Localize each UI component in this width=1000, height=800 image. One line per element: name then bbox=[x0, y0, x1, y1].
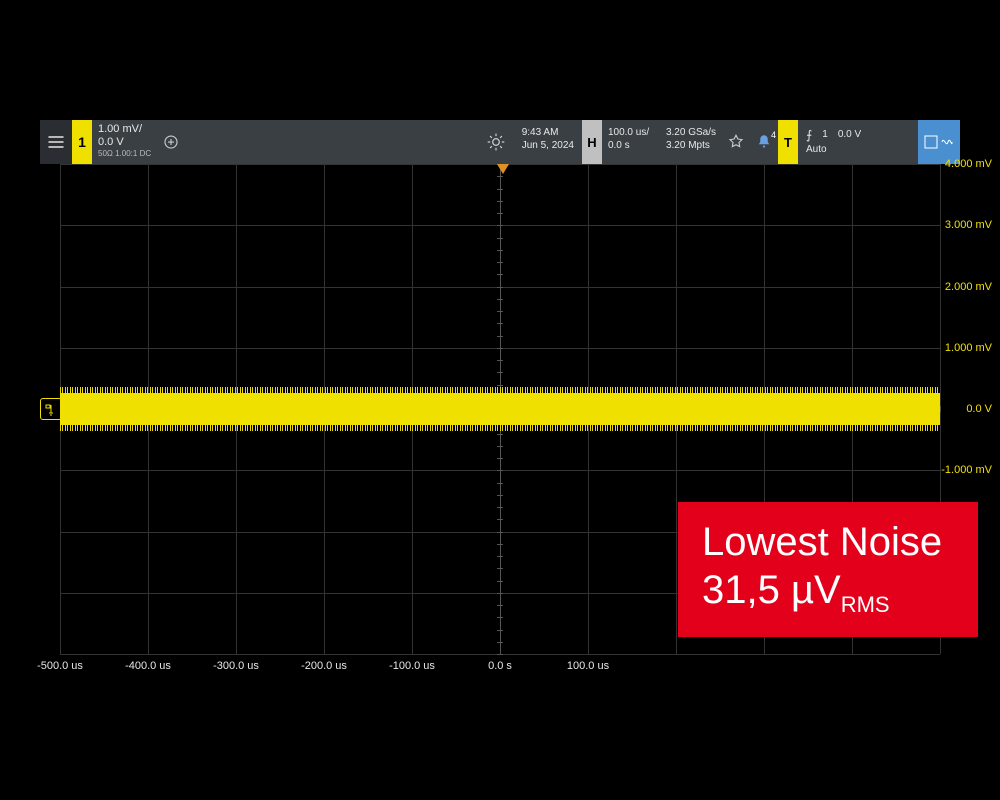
x-axis-label: -100.0 us bbox=[389, 660, 435, 672]
memory-depth: 3.20 Mpts bbox=[666, 139, 716, 152]
channel-1-trace bbox=[60, 393, 940, 425]
channel-1-info[interactable]: 1.00 mV/ 0.0 V 50Ω 1.00:1 DC bbox=[92, 120, 157, 164]
toolbar-spacer bbox=[185, 120, 478, 164]
hamburger-icon bbox=[46, 132, 66, 152]
x-axis-label: -300.0 us bbox=[213, 660, 259, 672]
channel-scale: 1.00 mV/ bbox=[98, 123, 151, 136]
y-axis-label: 1.000 mV bbox=[945, 342, 992, 354]
sample-rate: 3.20 GSa/s bbox=[666, 126, 716, 139]
x-axis-label: -500.0 us bbox=[37, 660, 83, 672]
acquisition-info[interactable]: 3.20 GSa/s 3.20 Mpts bbox=[660, 120, 722, 164]
y-axis-label: 3.000 mV bbox=[945, 219, 992, 231]
x-axis-label: 0.0 s bbox=[488, 660, 512, 672]
noise-callout: Lowest Noise 31,5 µVRMS bbox=[678, 502, 978, 637]
y-axis-label: -1.000 mV bbox=[941, 464, 992, 476]
plus-circle-icon bbox=[162, 133, 180, 151]
trigger-position-marker[interactable] bbox=[497, 164, 509, 174]
channel-1-badge[interactable]: 1 bbox=[72, 120, 92, 164]
horizontal-position: 0.0 s bbox=[608, 139, 654, 152]
top-toolbar: 1 1.00 mV/ 0.0 V 50Ω 1.00:1 DC 9:43 AM J… bbox=[40, 120, 960, 164]
x-axis-label: 100.0 us bbox=[567, 660, 609, 672]
horizontal-badge[interactable]: H bbox=[582, 120, 602, 164]
y-axis-label: 4.000 mV bbox=[945, 158, 992, 170]
callout-line2: 31,5 µVRMS bbox=[702, 568, 954, 617]
x-axis-label: -400.0 us bbox=[125, 660, 171, 672]
trigger-badge[interactable]: T bbox=[778, 120, 798, 164]
star-icon bbox=[727, 133, 745, 151]
callout-line1: Lowest Noise bbox=[702, 520, 954, 564]
brightness-button[interactable] bbox=[478, 120, 514, 164]
clock-display[interactable]: 9:43 AM Jun 5, 2024 bbox=[514, 120, 582, 164]
x-axis-label: -200.0 us bbox=[301, 660, 347, 672]
favorites-button[interactable] bbox=[722, 120, 750, 164]
wave-mode-icon bbox=[924, 132, 954, 152]
channel-offset: 0.0 V bbox=[98, 136, 151, 149]
trigger-source: 1 bbox=[822, 129, 828, 142]
add-channel-button[interactable] bbox=[157, 120, 185, 164]
y-axis-label: 0.0 V bbox=[966, 403, 992, 415]
callout-unit: RMS bbox=[841, 592, 890, 617]
x-axis-labels: -500.0 us-400.0 us-300.0 us-200.0 us-100… bbox=[60, 660, 940, 680]
sun-icon bbox=[486, 132, 506, 152]
trigger-info[interactable]: ⨍ 1 0.0 V Auto bbox=[798, 120, 918, 164]
menu-button[interactable] bbox=[40, 120, 72, 164]
ground-reference-marker[interactable] bbox=[40, 398, 62, 420]
horizontal-info[interactable]: 100.0 us/ 0.0 s bbox=[602, 120, 660, 164]
horizontal-scale: 100.0 us/ bbox=[608, 126, 654, 139]
trigger-mode: Auto bbox=[806, 144, 861, 155]
callout-value: 31,5 µV bbox=[702, 568, 841, 612]
notifications-button[interactable]: 4 bbox=[750, 120, 778, 164]
channel-coupling: 50Ω 1.00:1 DC bbox=[98, 149, 151, 159]
clock-time: 9:43 AM bbox=[522, 126, 574, 139]
y-axis-label: 2.000 mV bbox=[945, 281, 992, 293]
trigger-edge-icon: ⨍ bbox=[806, 129, 812, 142]
notification-count: 4 bbox=[771, 130, 776, 140]
clock-date: Jun 5, 2024 bbox=[522, 139, 574, 152]
trigger-level: 0.0 V bbox=[838, 129, 861, 142]
